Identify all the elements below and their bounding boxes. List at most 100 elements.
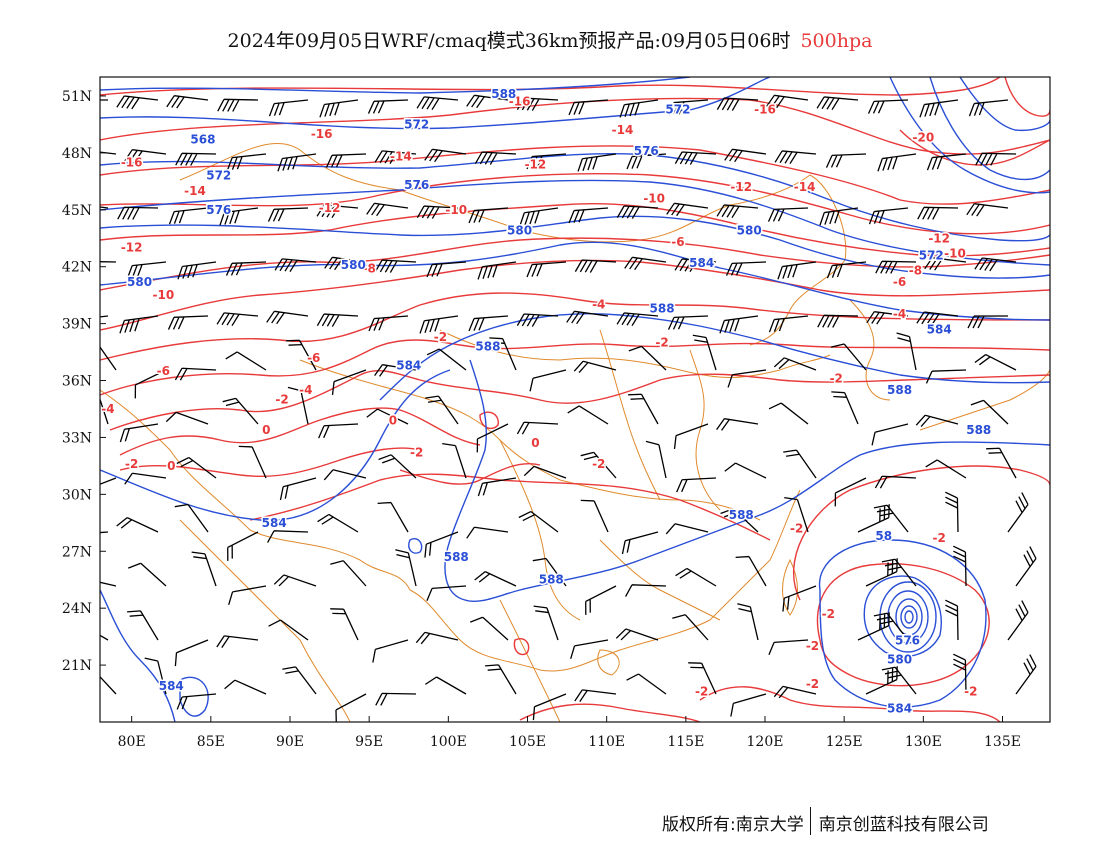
wind-barb	[626, 673, 667, 695]
wind-barb	[477, 477, 517, 497]
temperature-label: -2	[410, 446, 423, 460]
isotherm	[100, 203, 1050, 257]
cyclone-core	[900, 605, 918, 629]
wind-barb	[867, 99, 909, 114]
wind-barb	[426, 261, 467, 278]
wind-barb	[688, 662, 717, 695]
wind-barb	[865, 558, 898, 587]
wind-barb	[873, 504, 909, 533]
wind-barb	[127, 610, 159, 641]
wind-barb	[865, 666, 898, 695]
temperature-label: -2	[592, 457, 605, 471]
wind-barb	[917, 206, 959, 220]
wind-barb	[424, 531, 459, 558]
isotherm	[816, 563, 990, 687]
height-label: 572	[919, 248, 944, 262]
temperature-label: -2	[275, 393, 288, 407]
wind-barb	[374, 150, 417, 165]
height-label: 588	[475, 339, 500, 353]
wind-barb	[442, 443, 467, 479]
height-contour	[959, 77, 1050, 132]
wind-barb	[368, 315, 409, 332]
height-label: 580	[887, 652, 912, 666]
wind-barb	[675, 567, 717, 587]
cyclone-core	[904, 610, 914, 624]
x-tick-label: 135E	[984, 734, 1021, 750]
wind-barb	[665, 523, 709, 535]
wind-barb	[626, 153, 667, 170]
wind-barb	[570, 639, 609, 659]
wind-barb	[177, 261, 217, 280]
wind-barb	[725, 261, 767, 276]
wind-barb	[877, 153, 917, 172]
height-label: 588	[444, 550, 469, 564]
height-contour	[100, 241, 1050, 321]
wind-barb	[625, 584, 667, 597]
wind-barb	[176, 693, 217, 710]
wind-barb	[967, 315, 1009, 329]
height-contour	[100, 179, 1050, 266]
wind-barb	[225, 261, 267, 276]
wind-barb	[165, 411, 209, 425]
wind-barb	[366, 202, 409, 217]
wind-barb	[286, 339, 317, 371]
wind-barb	[716, 204, 759, 219]
temperature-label: -6	[157, 364, 170, 378]
wind-barb	[975, 152, 1017, 166]
plot-frame	[99, 76, 1051, 723]
wind-barb	[267, 530, 309, 543]
wind-barb	[674, 258, 717, 273]
wind-barb	[567, 405, 609, 425]
wind-barb	[673, 423, 709, 450]
wind-barb	[672, 614, 709, 641]
wind-barb	[227, 531, 259, 561]
border-inner-7	[599, 539, 721, 621]
y-tick-label: 27N	[62, 544, 92, 560]
height-label: 584	[396, 358, 421, 372]
wind-barb	[866, 311, 909, 325]
temperature-label: -2	[655, 336, 668, 350]
wind-barb	[279, 477, 317, 501]
height-label: 58	[875, 529, 892, 543]
wind-barb	[316, 204, 359, 219]
wind-barb	[287, 386, 309, 425]
wind-barb	[375, 692, 417, 706]
height-label: 580	[507, 224, 532, 238]
map-title: 2024年09月05日WRF/cmaq模式36km预报产品:09月05日06时 5…	[0, 26, 1100, 53]
border-korea	[849, 299, 891, 401]
wind-barb	[831, 391, 859, 425]
wind-barb	[825, 153, 867, 168]
wind-barb	[518, 510, 559, 533]
wind-barb	[426, 585, 467, 602]
wind-barb	[774, 150, 817, 165]
wind-barb	[1015, 546, 1037, 587]
wind-barb	[1007, 492, 1029, 533]
wind-barb	[216, 635, 259, 649]
footer-separator	[809, 807, 811, 835]
wind-barb	[377, 501, 409, 533]
wind-barb	[730, 693, 767, 717]
height-label: 588	[650, 301, 675, 315]
isotherm	[1004, 77, 1050, 117]
temperature-label: -14	[612, 123, 634, 137]
border-inner-3	[499, 439, 581, 621]
wind-barb	[266, 310, 309, 325]
wind-barb	[477, 261, 517, 280]
border-japan	[919, 369, 1050, 431]
y-tick-label: 39N	[62, 317, 92, 333]
isotherm	[100, 237, 1050, 291]
border-china-sw	[409, 489, 801, 672]
temperature-label: 0	[531, 436, 539, 450]
wind-barb	[224, 679, 267, 695]
wind-barb	[216, 312, 259, 327]
wind-barb	[466, 526, 509, 539]
temperature-label: -12	[525, 157, 547, 171]
temperature-label: -2	[964, 685, 977, 699]
wind-barb	[945, 599, 959, 641]
x-tick-label: 115E	[667, 734, 704, 750]
wind-barb	[916, 311, 959, 326]
x-tick-label: 125E	[826, 734, 863, 750]
wind-barb	[134, 369, 167, 399]
temperature-label: 0	[389, 413, 397, 427]
wind-barb	[116, 95, 159, 110]
